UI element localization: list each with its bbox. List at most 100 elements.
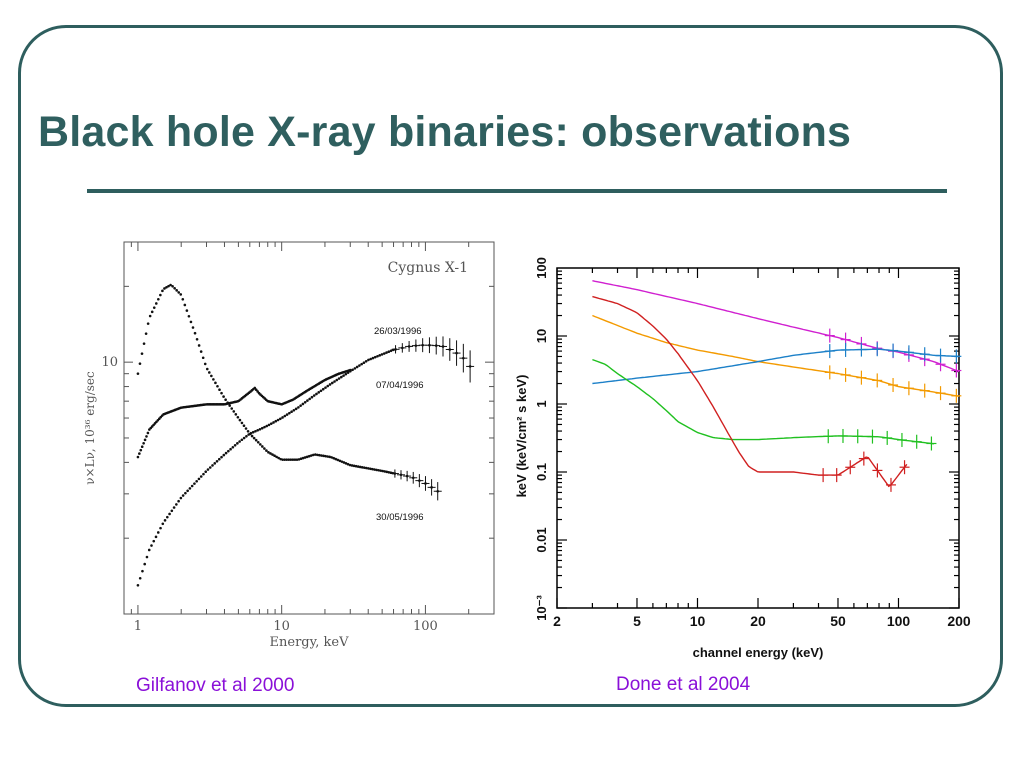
- data-point: [306, 399, 309, 402]
- data-point: [199, 350, 203, 353]
- data-point: [141, 569, 144, 573]
- y-tick-label: 0.1: [534, 463, 549, 481]
- data-point: [177, 291, 181, 294]
- data-point: [136, 455, 140, 459]
- data-point: [340, 375, 343, 379]
- data-point: [143, 438, 147, 442]
- data-point: [183, 303, 187, 307]
- data-point: [161, 522, 165, 526]
- data-point: [324, 454, 327, 458]
- data-point: [181, 297, 185, 301]
- data-point: [294, 407, 298, 411]
- x-tick-label: 10: [690, 613, 706, 629]
- data-point: [140, 352, 144, 355]
- data-point: [163, 287, 166, 290]
- data-point: [285, 413, 289, 416]
- data-point: [362, 361, 366, 364]
- data-point: [256, 390, 259, 393]
- y-axis-label: keV (keV/cm² s keV): [514, 375, 529, 498]
- data-point: [344, 372, 348, 376]
- data-point: [428, 343, 431, 347]
- data-point: [358, 364, 361, 367]
- data-point: [146, 431, 150, 435]
- data-point: [371, 467, 374, 471]
- data-point: [206, 468, 210, 471]
- data-point: [193, 331, 197, 335]
- chart-cygnus-x1: 1 10 100 10 Cygnus X-1 Energy, keV ν×Lν, 10…: [80, 232, 500, 662]
- data-point: [462, 356, 465, 360]
- data-point: [229, 447, 232, 451]
- data-point: [468, 365, 472, 368]
- data-point: [362, 466, 366, 469]
- data-point: [138, 362, 142, 365]
- data-point: [418, 479, 421, 482]
- data-point: [328, 383, 332, 386]
- data-point: [265, 449, 268, 452]
- data-point: [242, 424, 246, 427]
- data-point: [224, 398, 227, 402]
- data-point: [238, 440, 241, 443]
- data-point: [269, 422, 273, 425]
- data-point: [226, 401, 229, 404]
- data-point: [376, 354, 379, 358]
- data-point: [335, 378, 339, 382]
- data-point: [148, 314, 152, 318]
- data-point: [387, 470, 391, 474]
- data-point: [342, 461, 346, 464]
- data-point: [299, 457, 303, 461]
- data-point: [348, 368, 352, 372]
- data-point: [285, 458, 289, 461]
- data-point: [167, 284, 170, 288]
- data-point: [289, 458, 293, 461]
- data-point: [179, 293, 183, 296]
- spectrum-4: [592, 358, 937, 451]
- data-point: [154, 302, 158, 305]
- x-tick-label: 100: [413, 619, 438, 634]
- data-point: [152, 306, 156, 309]
- data-point: [354, 464, 358, 468]
- data-point: [309, 454, 313, 457]
- data-point: [197, 344, 201, 347]
- data-point: [152, 539, 156, 543]
- data-point: [351, 368, 354, 372]
- data-point: [389, 349, 393, 353]
- y-tick-label: 10: [534, 329, 549, 343]
- data-point: [175, 503, 178, 506]
- data-point: [227, 449, 230, 453]
- data-point: [188, 487, 192, 490]
- data-point: [143, 562, 147, 566]
- data-point: [455, 351, 458, 355]
- data-point: [283, 414, 287, 418]
- data-point: [328, 455, 331, 459]
- data-point: [287, 458, 291, 461]
- spectrum-line: [592, 280, 960, 373]
- data-point: [244, 427, 248, 430]
- data-point: [303, 456, 307, 459]
- data-point: [308, 397, 311, 401]
- data-point: [210, 374, 213, 378]
- data-point: [220, 391, 223, 395]
- data-point: [292, 408, 296, 412]
- x-tick-label: 1: [134, 619, 142, 634]
- data-point: [140, 445, 144, 449]
- data-point: [411, 476, 415, 480]
- data-point: [159, 526, 162, 530]
- data-point: [307, 454, 311, 458]
- data-point: [380, 353, 384, 356]
- data-point: [161, 289, 164, 293]
- data-point: [251, 430, 255, 434]
- data-point: [336, 458, 340, 462]
- data-point: [159, 293, 162, 297]
- data-point: [369, 357, 372, 361]
- data-point: [224, 451, 228, 455]
- data-point: [204, 470, 208, 474]
- data-point: [195, 338, 199, 341]
- data-point: [136, 372, 140, 375]
- data-point: [293, 458, 297, 461]
- data-point: [245, 434, 248, 438]
- spectrum-2: [592, 314, 962, 403]
- data-point: [295, 458, 299, 461]
- data-point: [383, 470, 386, 473]
- data-point: [208, 371, 211, 374]
- data-point: [190, 484, 194, 488]
